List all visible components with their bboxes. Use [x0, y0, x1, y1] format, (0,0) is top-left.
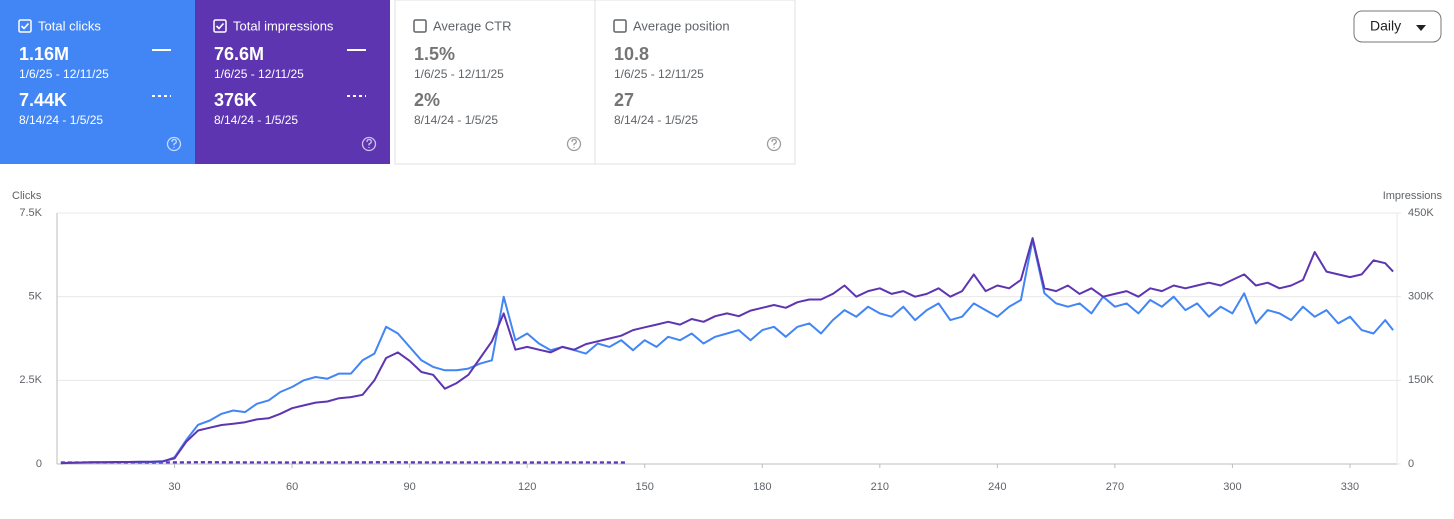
x-tick-label: 330 [1341, 481, 1359, 493]
x-tick-label: 150 [636, 481, 654, 493]
card-label: Average position [633, 18, 730, 33]
dropdown-label[interactable]: Daily [1370, 18, 1401, 34]
card-range: 1/6/25 - 12/11/25 [414, 67, 504, 81]
x-tick-label: 180 [753, 481, 771, 493]
metric-card[interactable]: Total clicks 1.16M 1/6/25 - 12/11/25 7.44K 8… [0, 0, 195, 164]
x-tick-label: 270 [1106, 481, 1124, 493]
card-previous-value: 376K [214, 90, 257, 110]
card-previous-value: 7.44K [19, 90, 67, 110]
card-range: 1/6/25 - 12/11/25 [19, 67, 109, 81]
y2-tick-label: 300K [1408, 291, 1434, 303]
series-line [61, 240, 1393, 463]
metric-card[interactable]: Average CTR 1.5% 1/6/25 - 12/11/25 2% 8/14/2… [395, 0, 595, 164]
card-range: 1/6/25 - 12/11/25 [614, 67, 704, 81]
y-axis-title: Clicks [12, 190, 42, 202]
card-label: Total impressions [233, 18, 334, 33]
card-value: 1.16M [19, 44, 69, 64]
card-previous-range: 8/14/24 - 1/5/25 [414, 113, 498, 127]
metric-card[interactable]: Average position 10.8 1/6/25 - 12/11/25 27 8… [595, 0, 795, 164]
card-value: 76.6M [214, 44, 264, 64]
card-label: Average CTR [433, 18, 512, 33]
x-tick-label: 210 [871, 481, 889, 493]
card-range: 1/6/25 - 12/11/25 [214, 67, 304, 81]
x-tick-label: 300 [1223, 481, 1241, 493]
x-tick-label: 30 [168, 481, 180, 493]
granularity-dropdown[interactable]: Daily [1354, 11, 1441, 42]
y2-axis-title: Impressions [1383, 190, 1443, 202]
y-tick-label: 2.5K [19, 374, 42, 386]
card-previous-value: 2% [414, 90, 440, 110]
y-tick-label: 0 [36, 458, 42, 470]
y2-tick-label: 0 [1408, 458, 1414, 470]
y2-tick-label: 450K [1408, 207, 1434, 219]
card-previous-range: 8/14/24 - 1/5/25 [614, 113, 698, 127]
card-previous-range: 8/14/24 - 1/5/25 [19, 113, 103, 127]
y-tick-label: 5K [29, 291, 43, 303]
x-tick-label: 240 [988, 481, 1006, 493]
y-tick-label: 7.5K [19, 207, 42, 219]
y2-tick-label: 150K [1408, 374, 1434, 386]
x-tick-label: 90 [404, 481, 416, 493]
x-tick-label: 60 [286, 481, 298, 493]
card-previous-value: 27 [614, 90, 634, 110]
x-tick-label: 120 [518, 481, 536, 493]
metric-card[interactable]: Total impressions 76.6M 1/6/25 - 12/11/25 3… [195, 0, 390, 164]
series-line [61, 238, 1393, 463]
card-label: Total clicks [38, 18, 101, 33]
card-value: 10.8 [614, 44, 649, 64]
card-value: 1.5% [414, 44, 455, 64]
card-previous-range: 8/14/24 - 1/5/25 [214, 113, 298, 127]
